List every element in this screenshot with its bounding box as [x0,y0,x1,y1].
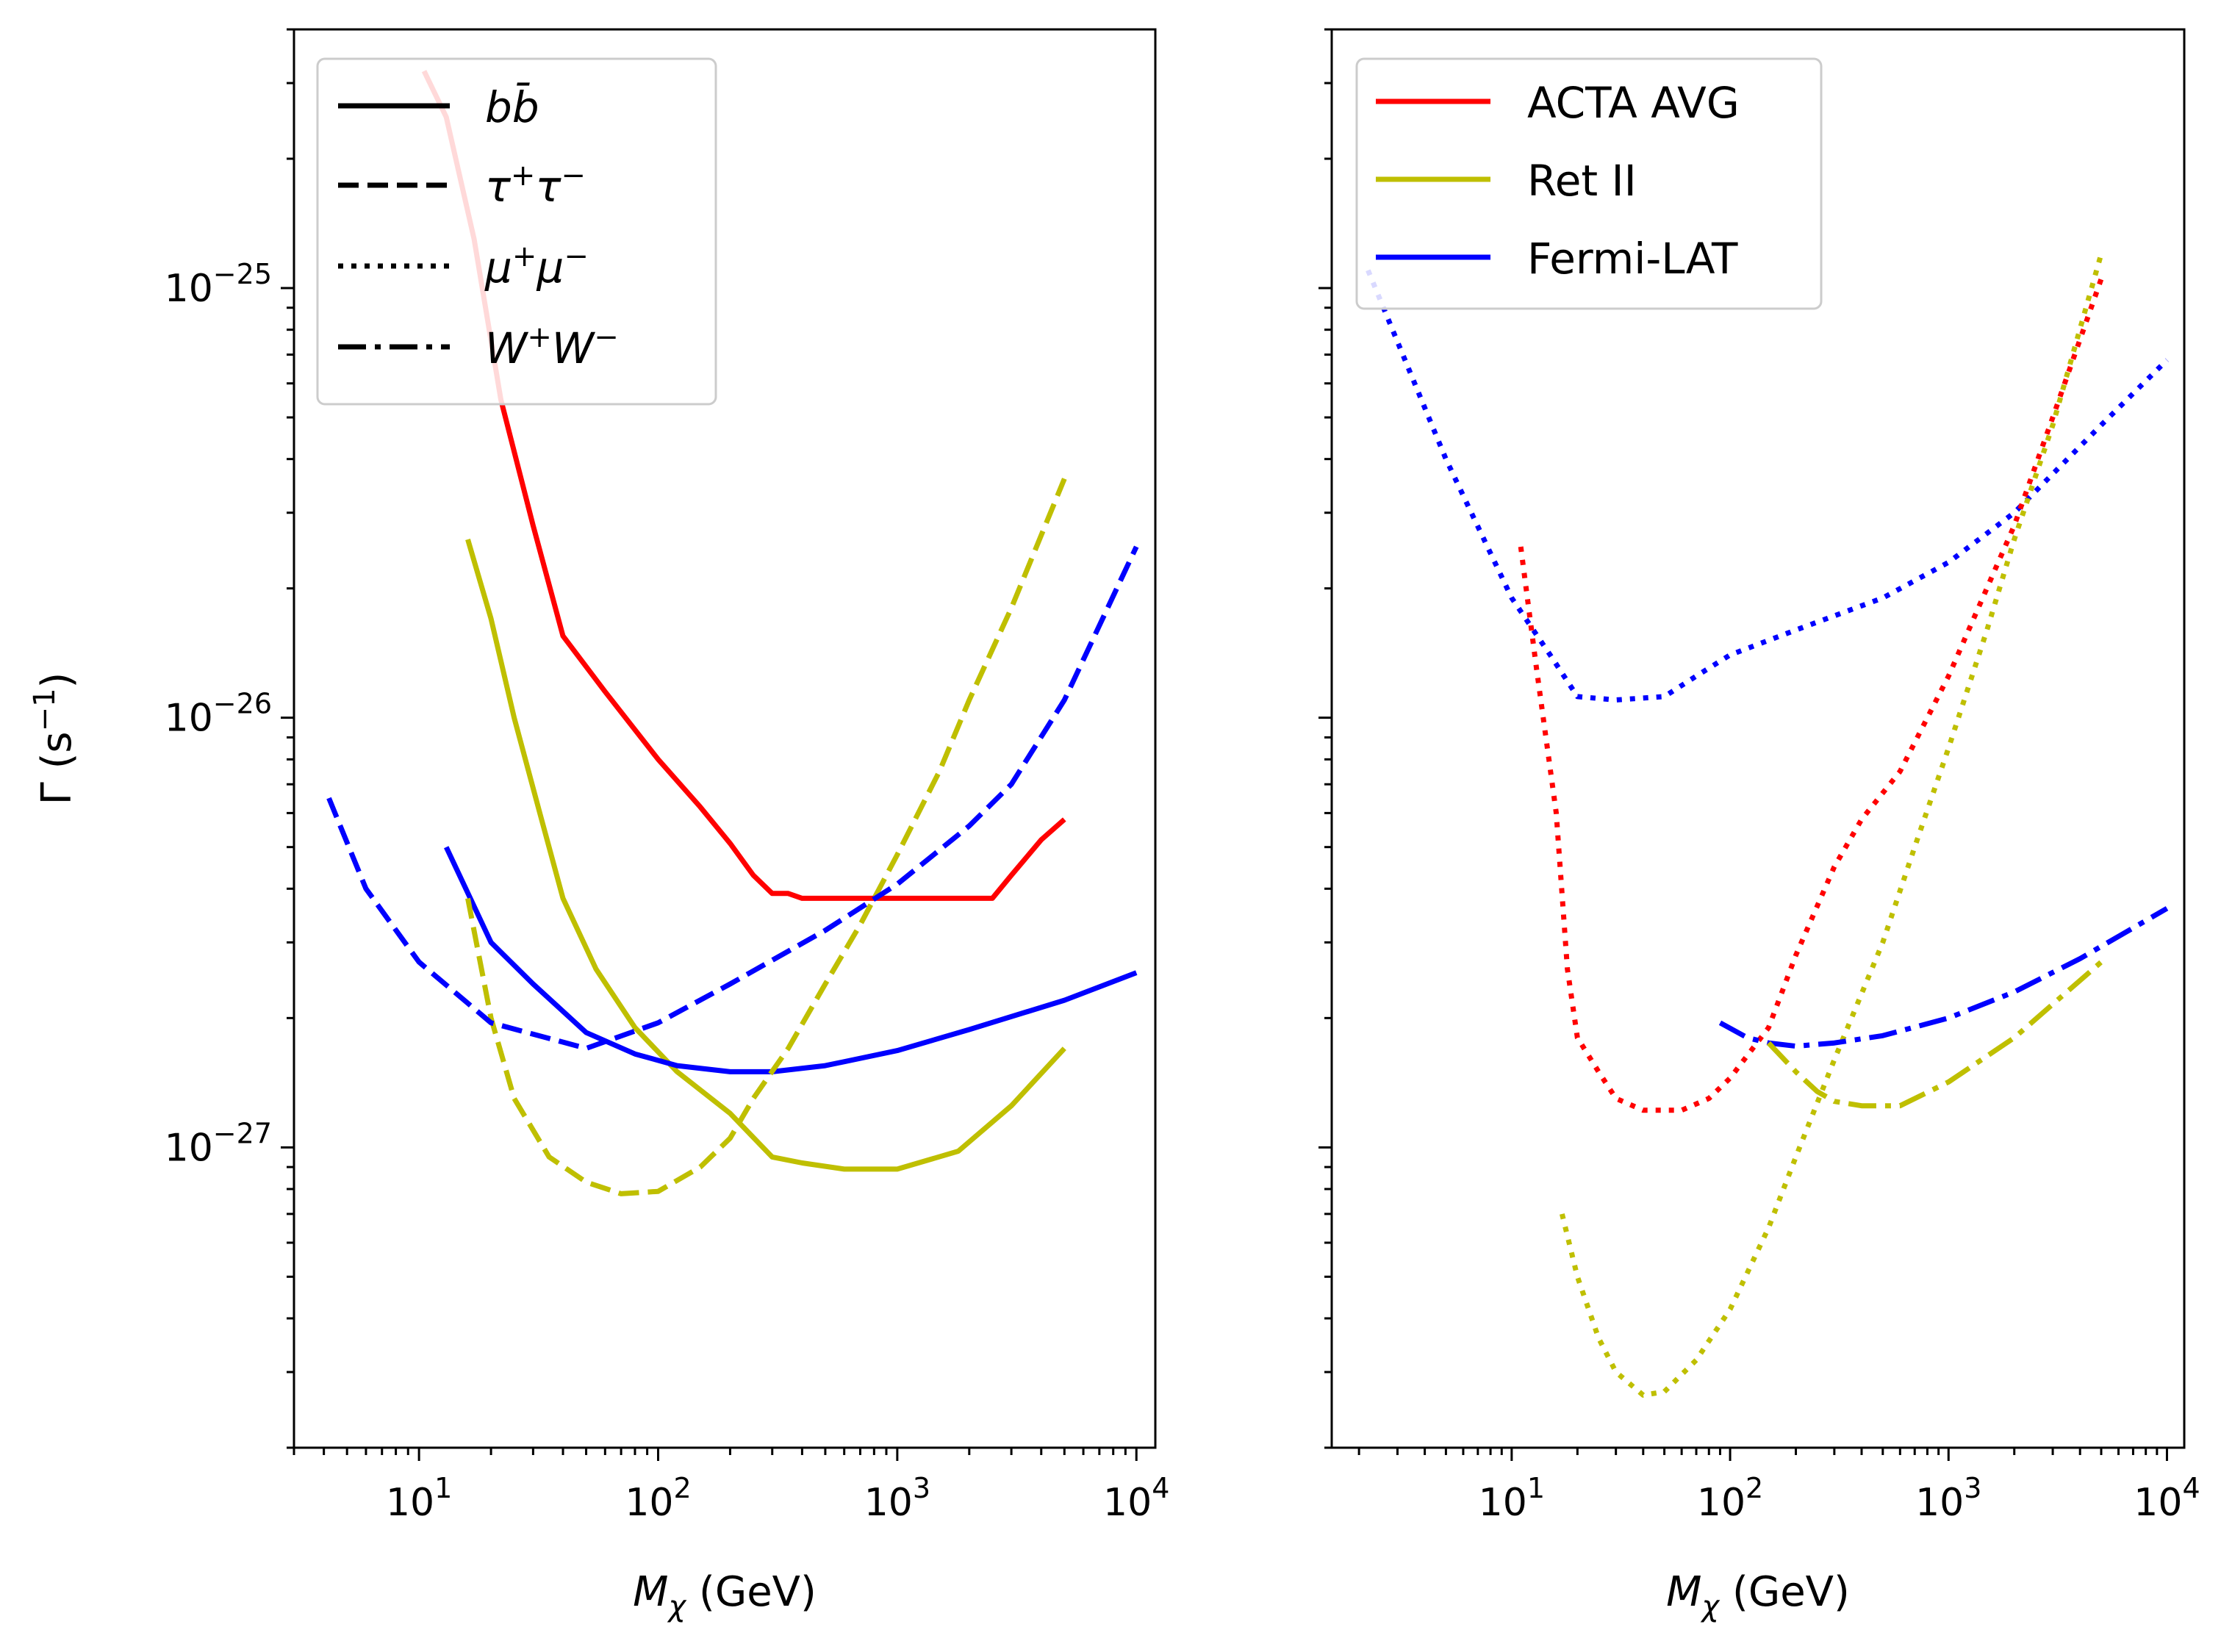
series-line-acta-avg-bb [421,70,1066,901]
x-tick-label: 104 [1103,1472,1169,1525]
left-curves [326,70,1139,1196]
series-line-ret-ii-w-w [1766,960,2103,1109]
left-x-axis-label: Mχ (GeV) [633,1568,817,1623]
right-curves [1366,253,2169,1398]
right-panel: 101 102 103 104 Mχ (GeV) ACTA AVG Ret II Fe… [1318,28,2200,1623]
legend-label-retii: Ret II [1527,156,1637,206]
series-line-fermi-lat [326,545,1139,1052]
series-line-ret-ii [465,478,1067,1196]
series-line-ret-ii [1560,253,2104,1398]
left-y-ticks: 10−25 10−26 10−27 [165,28,294,1449]
left-legend: bb̄ τ+τ− μ+μ− W+W− [316,57,717,406]
right-legend-box [1355,57,1823,310]
y-tick-label: 10−26 [165,688,272,741]
x-tick-label: 103 [864,1472,930,1525]
left-axes-frame [293,28,1157,1449]
right-axes-frame [1330,28,2186,1449]
legend-label-ww: W+W− [485,320,619,373]
legend-label-acta: ACTA AVG [1527,78,1740,128]
y-axis-label: Γ (s−1) [28,672,81,805]
right-x-ticks: 101 102 103 104 [1357,1448,2200,1525]
left-panel: 101 102 103 104 10−25 10−26 10−27 Mχ (GeV) Γ … [28,28,1169,1623]
x-tick-label: 104 [2134,1472,2200,1525]
x-tick-label: 103 [1915,1472,1981,1525]
x-tick-label: 102 [625,1472,691,1525]
series-line-fermi-lat [1366,269,2169,703]
legend-label-fermi: Fermi-LAT [1527,234,1738,284]
legend-label-mumu: μ+μ− [484,240,589,292]
legend-label-tautau: τ+τ− [485,159,586,212]
legend-label-bbbar: bb̄ [485,81,539,132]
series-line-acta-avg [1518,278,2104,1113]
x-tick-label: 101 [386,1472,452,1525]
left-legend-box [316,57,717,406]
y-tick-label: 10−25 [165,258,272,311]
x-tick-label: 101 [1479,1472,1545,1525]
series-line-fermi-lat-w-w [1718,906,2169,1049]
left-x-ticks: 101 102 103 104 [293,1448,1169,1525]
right-legend: ACTA AVG Ret II Fermi-LAT [1355,57,1823,310]
y-tick-label: 10−27 [165,1117,272,1170]
right-y-ticks [1318,28,1332,1449]
right-x-axis-label: Mχ (GeV) [1666,1568,1850,1623]
series-line-ret-ii-bb [465,539,1066,1172]
series-line-fermi-lat-bb [444,846,1138,1074]
x-tick-label: 102 [1697,1472,1763,1525]
